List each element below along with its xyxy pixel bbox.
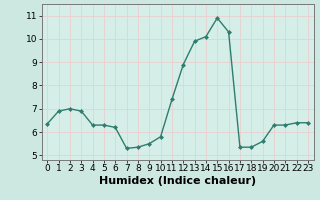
X-axis label: Humidex (Indice chaleur): Humidex (Indice chaleur) [99, 176, 256, 186]
